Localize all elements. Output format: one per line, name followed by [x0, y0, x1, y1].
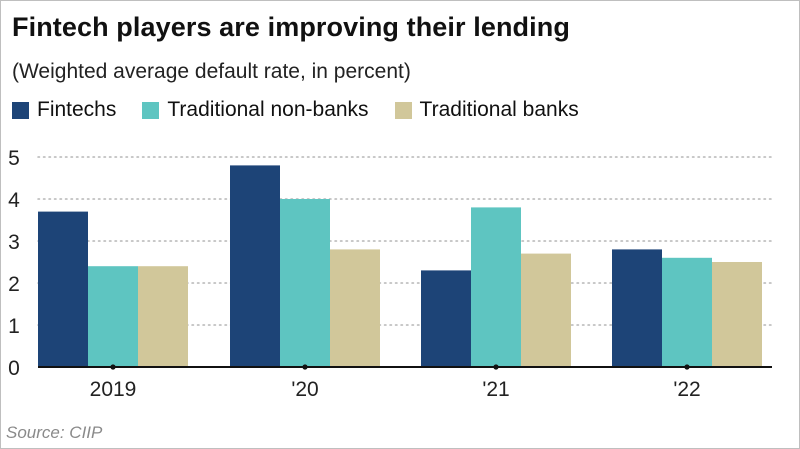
- x-tick-label-3: '22: [673, 378, 700, 401]
- y-tick-label-5: 5: [8, 147, 20, 170]
- bar-non-banks-0: [88, 266, 138, 367]
- bar-non-banks-2: [471, 207, 521, 367]
- chart-title: Fintech players are improving their lend…: [12, 12, 570, 42]
- bar-non-banks-3: [662, 257, 712, 367]
- chart-subtitle: (Weighted average default rate, in perce…: [12, 60, 411, 83]
- bar-fintechs-2: [421, 270, 471, 367]
- x-tick-label-0: 2019: [90, 378, 137, 401]
- bar-banks-2: [521, 253, 571, 367]
- bar-non-banks-1: [280, 199, 330, 367]
- bar-fintechs-3: [612, 249, 662, 367]
- legend-swatch-non-banks: [142, 101, 160, 119]
- legend-swatch-banks: [394, 101, 412, 119]
- legend: Fintechs Traditional non-banks Tradition…: [12, 98, 605, 122]
- bar-banks-1: [330, 249, 380, 367]
- bar-banks-0: [138, 266, 188, 367]
- legend-item-banks: Traditional banks: [394, 98, 579, 122]
- legend-label-non-banks: Traditional non-banks: [167, 98, 369, 121]
- bar-banks-3: [712, 262, 762, 367]
- bar-fintechs-1: [230, 165, 280, 367]
- y-tick-label-0: 0: [8, 357, 20, 380]
- legend-label-banks: Traditional banks: [419, 98, 579, 121]
- source-note: Source: CIIP: [6, 423, 103, 442]
- legend-label-fintechs: Fintechs: [37, 98, 117, 121]
- bar-fintechs-0: [38, 211, 88, 367]
- y-tick-label-1: 1: [8, 315, 20, 338]
- legend-swatch-fintechs: [12, 101, 29, 119]
- x-tick-label-2: '21: [482, 378, 509, 401]
- y-tick-label-4: 4: [8, 189, 20, 212]
- y-tick-label-3: 3: [8, 231, 20, 254]
- x-tick-label-1: '20: [291, 378, 318, 401]
- legend-item-non-banks: Traditional non-banks: [142, 98, 369, 122]
- y-tick-label-2: 2: [8, 273, 20, 296]
- legend-item-fintechs: Fintechs: [12, 98, 116, 122]
